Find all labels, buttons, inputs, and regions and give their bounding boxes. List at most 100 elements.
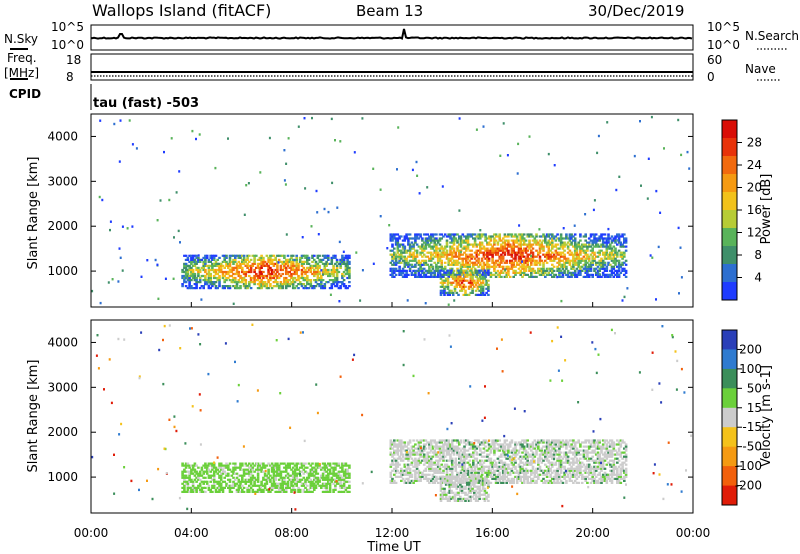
echo-cell [431, 265, 435, 268]
echo-cell [407, 261, 410, 264]
echo-cell [290, 266, 293, 269]
echo-cell [407, 479, 410, 482]
echo-cell [191, 464, 195, 467]
echo-cell [484, 237, 487, 240]
echo-cell [269, 474, 272, 477]
echo-cell [393, 449, 396, 452]
echo-cell [394, 233, 398, 236]
echo-cell [313, 488, 316, 491]
echo-cell [232, 285, 235, 288]
echo-cell [503, 453, 507, 456]
echo-cell [258, 466, 262, 469]
echo-cell [258, 488, 262, 491]
echo-cell [493, 477, 496, 480]
echo-cell [521, 465, 524, 468]
echo-cell [218, 276, 221, 280]
echo-cell [262, 258, 265, 261]
echo-cell [256, 258, 260, 261]
echo-cell [202, 490, 205, 493]
echo-cell [584, 269, 587, 272]
echo-cell [274, 464, 277, 467]
echo-cell [396, 451, 400, 454]
echo-cell [218, 274, 221, 278]
echo-cell [454, 447, 458, 450]
echo-cell [521, 469, 524, 472]
echo-cell [339, 281, 342, 284]
echo-cell [512, 235, 515, 238]
echo-cell [508, 455, 512, 458]
echo-cell [193, 488, 197, 491]
echo-cell [524, 471, 528, 474]
echo-cell [401, 459, 405, 462]
echo-cell [277, 490, 281, 493]
echo-cell [335, 276, 339, 280]
echo-cell [318, 285, 321, 288]
echo-cell [265, 285, 269, 288]
echo-cell [533, 259, 537, 262]
echo-cell [424, 247, 428, 250]
echo-cell [491, 273, 494, 276]
echo-cell [191, 270, 195, 274]
echo-cell [510, 477, 514, 480]
echo-cell [276, 274, 279, 278]
echo-cell [403, 269, 407, 272]
echo-cell [325, 281, 328, 284]
echo-cell [443, 251, 447, 254]
echo-cell [498, 465, 501, 468]
echo-cell [228, 486, 232, 489]
scatter-cell [618, 175, 621, 178]
echo-cell [414, 463, 417, 466]
echo-cell [522, 439, 526, 442]
nsearch-label: N.Search [745, 29, 799, 43]
echo-cell [269, 285, 272, 288]
echo-cell [248, 264, 251, 267]
echo-cell [538, 245, 542, 248]
scatter-cell [318, 260, 321, 264]
echo-cell [444, 291, 448, 294]
echo-cell [216, 490, 219, 493]
power-colorbar-label: Power [dB] [759, 174, 774, 245]
echo-cell [558, 247, 561, 250]
echo-cell [579, 271, 582, 274]
echo-cell [346, 464, 349, 467]
echo-cell [327, 476, 330, 479]
echo-cell [295, 254, 298, 257]
echo-cell [426, 461, 429, 464]
echo-cell [321, 474, 325, 477]
echo-cell [596, 275, 600, 278]
echo-cell [417, 269, 421, 272]
echo-cell [450, 445, 454, 448]
echo-cell [346, 266, 349, 269]
echo-cell [339, 264, 342, 267]
echo-cell [431, 475, 435, 478]
echo-cell [241, 266, 244, 269]
echo-cell [544, 235, 547, 238]
echo-cell [441, 285, 444, 288]
echo-cell [535, 255, 538, 258]
echo-cell [452, 247, 456, 250]
echo-cell [195, 476, 198, 479]
echo-cell [419, 477, 422, 480]
echo-cell [443, 443, 447, 446]
echo-cell [584, 259, 587, 262]
echo-cell [274, 482, 277, 485]
echo-cell [498, 471, 501, 474]
echo-cell [281, 287, 284, 290]
echo-cell [598, 253, 601, 256]
echo-cell [408, 243, 412, 246]
echo-cell [479, 245, 482, 248]
echo-cell [607, 263, 610, 266]
echo-cell [450, 241, 454, 244]
echo-cell [614, 273, 617, 276]
echo-cell [263, 260, 267, 263]
echo-cell [221, 260, 225, 263]
echo-cell [332, 478, 335, 481]
echo-cell [470, 443, 473, 446]
echo-cell [450, 469, 454, 472]
echo-cell [483, 293, 487, 296]
echo-cell [496, 241, 500, 244]
echo-cell [463, 241, 466, 244]
echo-cell [405, 237, 408, 240]
echo-cell [552, 269, 556, 272]
echo-cell [481, 285, 485, 288]
